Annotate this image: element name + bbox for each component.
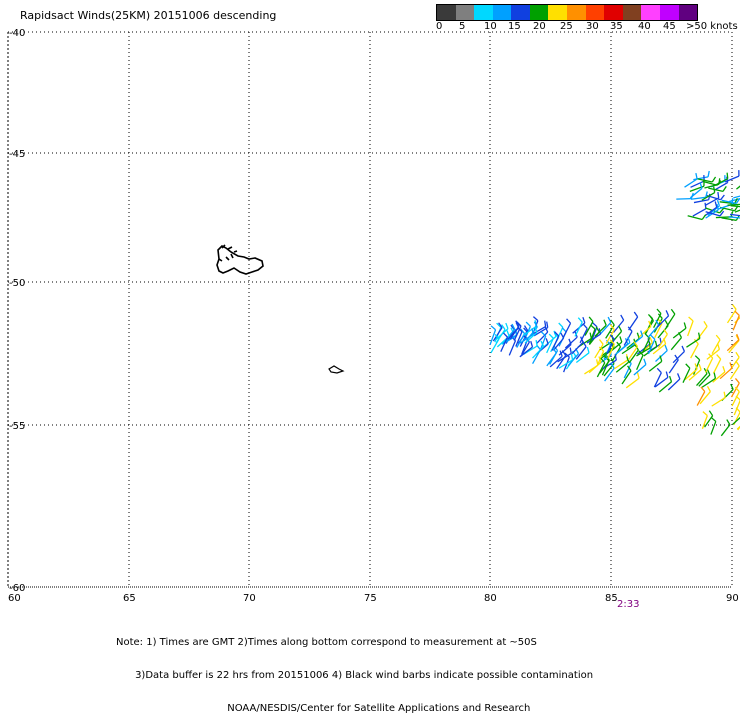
- islands: [217, 245, 343, 373]
- wind-barb: [657, 310, 668, 327]
- wind-barbs: [490, 170, 740, 436]
- footnote-line: NOAA/NESDIS/Center for Satellite Applica…: [116, 703, 593, 714]
- wind-barb: [688, 317, 693, 336]
- wind-barb: [673, 322, 686, 337]
- lat-lon-grid: [8, 32, 732, 587]
- wind-barb: [693, 203, 706, 216]
- map-frame: [8, 32, 732, 587]
- wind-barb: [565, 332, 577, 348]
- wind-barb: [700, 386, 710, 404]
- latitude-tick-label: -40: [9, 28, 25, 39]
- longitude-tick-label: 75: [364, 593, 377, 604]
- wind-barb: [712, 392, 726, 406]
- longitude-tick-label: 65: [123, 593, 136, 604]
- time-label: 2:33: [617, 599, 639, 610]
- wind-barb: [712, 335, 720, 354]
- footnotes: Note: 1) Times are GMT 2)Times along bot…: [116, 615, 593, 725]
- wind-barb: [711, 417, 716, 434]
- footnote-line: 3)Data buffer is 22 hrs from 20151006 4)…: [116, 670, 593, 681]
- longitude-tick-label: 60: [8, 593, 21, 604]
- wind-barb: [614, 354, 627, 369]
- latitude-tick-label: -55: [9, 421, 25, 432]
- wind-barb: [575, 318, 582, 337]
- wind-barb: [563, 319, 570, 338]
- wind-barb: [589, 357, 601, 373]
- wind-barb: [733, 188, 740, 198]
- latitude-tick-label: -45: [9, 149, 25, 160]
- wind-barb: [714, 355, 721, 374]
- wind-barb: [721, 420, 730, 436]
- longitude-tick-label: 70: [243, 593, 256, 604]
- wind-barb: [704, 178, 719, 188]
- latitude-tick-label: -50: [9, 278, 25, 289]
- kerguelen-island: [217, 246, 263, 274]
- wind-barb: [673, 346, 684, 363]
- wind-barb: [676, 193, 693, 199]
- wind-barb: [706, 354, 713, 373]
- wind-barb: [622, 366, 631, 384]
- wind-barb: [639, 321, 651, 337]
- wind-barb: [669, 355, 678, 373]
- longitude-tick-label: 90: [726, 593, 739, 604]
- wind-barb: [573, 317, 585, 333]
- wind-barb: [614, 315, 624, 333]
- wind-barb: [568, 348, 578, 365]
- wind-barb: [491, 334, 499, 353]
- longitude-tick-label: 80: [484, 593, 497, 604]
- wind-barb: [668, 373, 680, 390]
- wind-barb: [688, 215, 706, 220]
- longitude-tick-label: 85: [605, 593, 618, 604]
- wind-barb: [629, 312, 638, 330]
- heard-island: [329, 366, 343, 373]
- wind-barb: [616, 356, 628, 372]
- wind-barb: [624, 327, 632, 346]
- footnote-line: Note: 1) Times are GMT 2)Times along bot…: [116, 637, 593, 648]
